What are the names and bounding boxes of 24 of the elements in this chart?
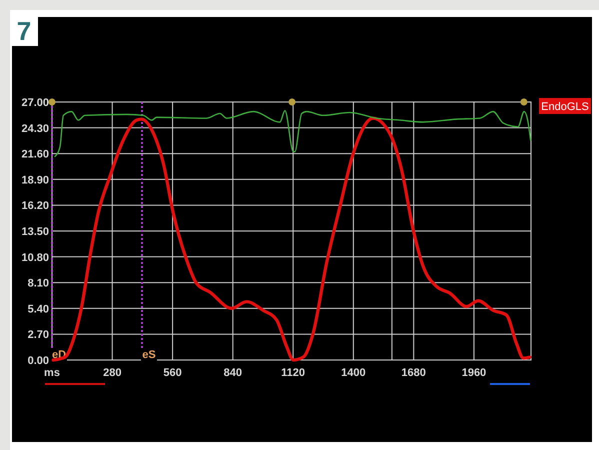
- text: EndoGLS: [541, 101, 589, 113]
- x-tick-label: 560: [163, 367, 182, 379]
- y-tick-label: 21.60: [21, 148, 49, 161]
- y-tick-label: 8.10: [28, 278, 49, 290]
- y-tick-label: 5.40: [28, 303, 49, 316]
- line-series: [52, 116, 532, 362]
- y-tick-label: 18.90: [21, 174, 49, 186]
- y-tick-label: 24.30: [21, 122, 49, 135]
- ref-line-label: eS: [142, 349, 156, 361]
- line-series: [54, 110, 532, 158]
- y-tick-label: 10.80: [21, 252, 49, 264]
- x-tick-label: 1120: [281, 367, 306, 379]
- y-tick-label: 27.00: [21, 97, 49, 109]
- y-tick-label: 2.70: [28, 329, 49, 342]
- x-tick-label: 1960: [462, 367, 486, 379]
- x-tick-label: 1400: [341, 367, 366, 379]
- y-tick-label: 13.50: [21, 226, 49, 238]
- text: 7: [16, 16, 32, 46]
- x-tick-label: ms: [44, 367, 60, 379]
- y-tick-label: 0.00: [28, 355, 49, 367]
- x-tick-label: 280: [103, 367, 122, 379]
- y-tick-label: 16.20: [21, 200, 49, 212]
- x-tick-label: 840: [224, 367, 242, 379]
- x-tick-label: 1680: [401, 367, 426, 379]
